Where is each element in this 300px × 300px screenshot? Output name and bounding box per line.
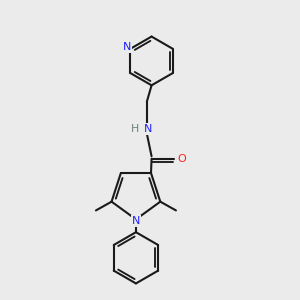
Text: N: N: [132, 216, 140, 226]
Text: N: N: [122, 42, 131, 52]
Text: N: N: [144, 124, 153, 134]
Text: O: O: [178, 154, 187, 164]
Text: H: H: [131, 124, 140, 134]
